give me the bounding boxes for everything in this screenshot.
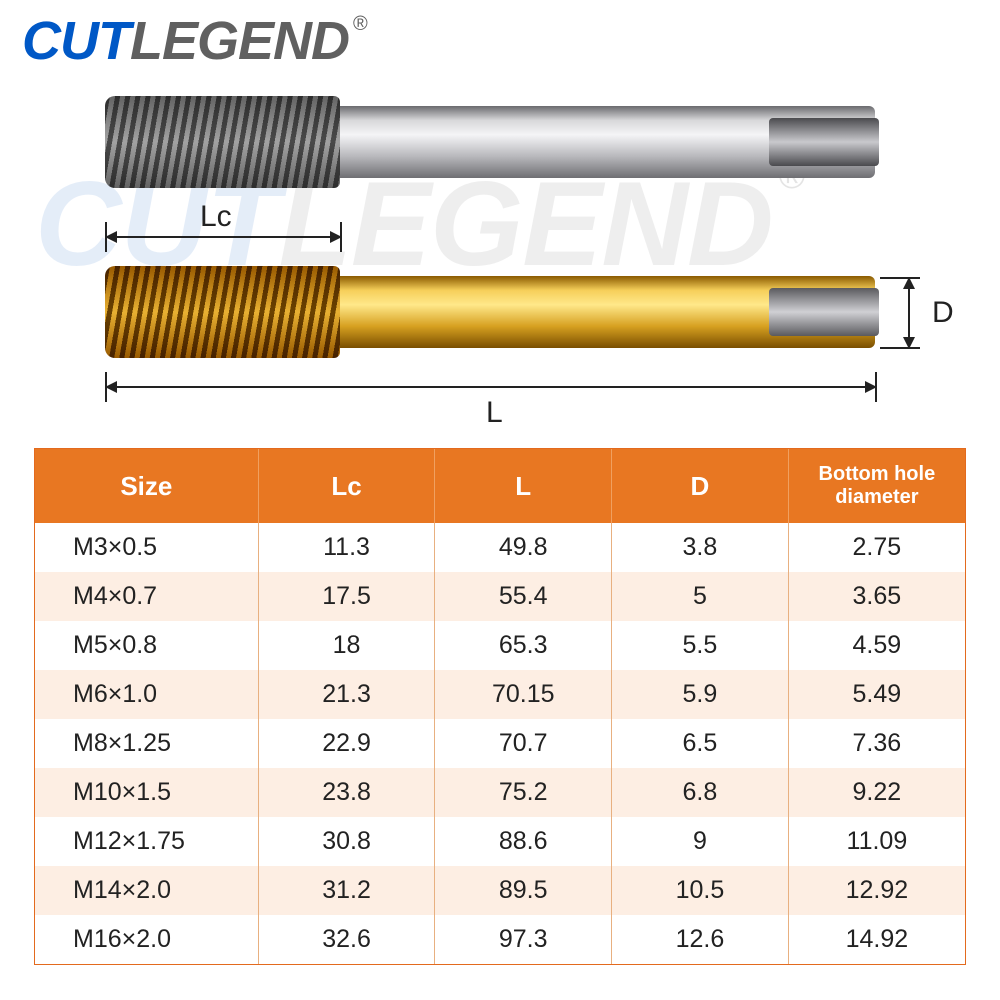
cell-lc: 17.5 bbox=[258, 572, 435, 621]
cell-size: M10×1.5 bbox=[35, 768, 258, 817]
cell-l: 49.8 bbox=[435, 523, 612, 572]
table-row: M6×1.021.370.155.95.49 bbox=[35, 670, 965, 719]
cell-bhd: 5.49 bbox=[788, 670, 965, 719]
th-size: Size bbox=[35, 449, 258, 523]
th-l: L bbox=[435, 449, 612, 523]
table-row: M8×1.2522.970.76.57.36 bbox=[35, 719, 965, 768]
tap-illustration-silver bbox=[115, 106, 875, 178]
label-l: L bbox=[486, 396, 503, 430]
cell-lc: 18 bbox=[258, 621, 435, 670]
cell-d: 5 bbox=[612, 572, 789, 621]
label-lc: Lc bbox=[200, 200, 232, 234]
cell-lc: 23.8 bbox=[258, 768, 435, 817]
table-row: M16×2.032.697.312.614.92 bbox=[35, 915, 965, 964]
cell-l: 97.3 bbox=[435, 915, 612, 964]
table-row: M4×0.717.555.453.65 bbox=[35, 572, 965, 621]
cell-bhd: 12.92 bbox=[788, 866, 965, 915]
cell-size: M8×1.25 bbox=[35, 719, 258, 768]
cell-l: 88.6 bbox=[435, 817, 612, 866]
cell-l: 70.15 bbox=[435, 670, 612, 719]
brand-reg: ® bbox=[353, 13, 367, 35]
arrow-icon bbox=[903, 277, 915, 289]
table-row: M14×2.031.289.510.512.92 bbox=[35, 866, 965, 915]
cell-bhd: 9.22 bbox=[788, 768, 965, 817]
spec-table: Size Lc L D Bottom hole diameter M3×0.51… bbox=[34, 448, 966, 965]
cell-d: 3.8 bbox=[612, 523, 789, 572]
arrow-icon bbox=[865, 381, 877, 393]
cell-size: M12×1.75 bbox=[35, 817, 258, 866]
arrow-icon bbox=[105, 231, 117, 243]
cell-lc: 31.2 bbox=[258, 866, 435, 915]
cell-size: M4×0.7 bbox=[35, 572, 258, 621]
th-d: D bbox=[612, 449, 789, 523]
cell-bhd: 7.36 bbox=[788, 719, 965, 768]
cell-size: M6×1.0 bbox=[35, 670, 258, 719]
cell-lc: 21.3 bbox=[258, 670, 435, 719]
cell-bhd: 14.92 bbox=[788, 915, 965, 964]
cell-l: 75.2 bbox=[435, 768, 612, 817]
cell-d: 9 bbox=[612, 817, 789, 866]
th-bhd: Bottom hole diameter bbox=[788, 449, 965, 523]
cell-lc: 11.3 bbox=[258, 523, 435, 572]
table-row: M12×1.7530.888.6911.09 bbox=[35, 817, 965, 866]
table-row: M3×0.511.349.83.82.75 bbox=[35, 523, 965, 572]
cell-d: 6.8 bbox=[612, 768, 789, 817]
cell-l: 65.3 bbox=[435, 621, 612, 670]
cell-lc: 22.9 bbox=[258, 719, 435, 768]
cell-lc: 30.8 bbox=[258, 817, 435, 866]
table-header-row: Size Lc L D Bottom hole diameter bbox=[35, 449, 965, 523]
cell-l: 89.5 bbox=[435, 866, 612, 915]
brand-part1: CUT bbox=[22, 11, 130, 71]
cell-d: 6.5 bbox=[612, 719, 789, 768]
cell-lc: 32.6 bbox=[258, 915, 435, 964]
cell-bhd: 11.09 bbox=[788, 817, 965, 866]
th-lc: Lc bbox=[258, 449, 435, 523]
table-row: M10×1.523.875.26.89.22 bbox=[35, 768, 965, 817]
cell-bhd: 3.65 bbox=[788, 572, 965, 621]
cell-l: 70.7 bbox=[435, 719, 612, 768]
arrow-icon bbox=[330, 231, 342, 243]
dim-line-l bbox=[105, 386, 877, 388]
cell-d: 12.6 bbox=[612, 915, 789, 964]
cell-size: M16×2.0 bbox=[35, 915, 258, 964]
cell-size: M5×0.8 bbox=[35, 621, 258, 670]
cell-bhd: 2.75 bbox=[788, 523, 965, 572]
arrow-icon bbox=[105, 381, 117, 393]
arrow-icon bbox=[903, 337, 915, 349]
cell-d: 5.5 bbox=[612, 621, 789, 670]
table-row: M5×0.81865.35.54.59 bbox=[35, 621, 965, 670]
tap-illustration-gold bbox=[115, 276, 875, 348]
brand-logo: CUTLEGEND® bbox=[22, 14, 367, 68]
cell-d: 10.5 bbox=[612, 866, 789, 915]
cell-d: 5.9 bbox=[612, 670, 789, 719]
label-d: D bbox=[932, 296, 954, 330]
cell-size: M3×0.5 bbox=[35, 523, 258, 572]
cell-bhd: 4.59 bbox=[788, 621, 965, 670]
cell-size: M14×2.0 bbox=[35, 866, 258, 915]
cell-l: 55.4 bbox=[435, 572, 612, 621]
brand-part2: LEGEND bbox=[130, 11, 349, 71]
dim-line-lc bbox=[105, 236, 342, 238]
